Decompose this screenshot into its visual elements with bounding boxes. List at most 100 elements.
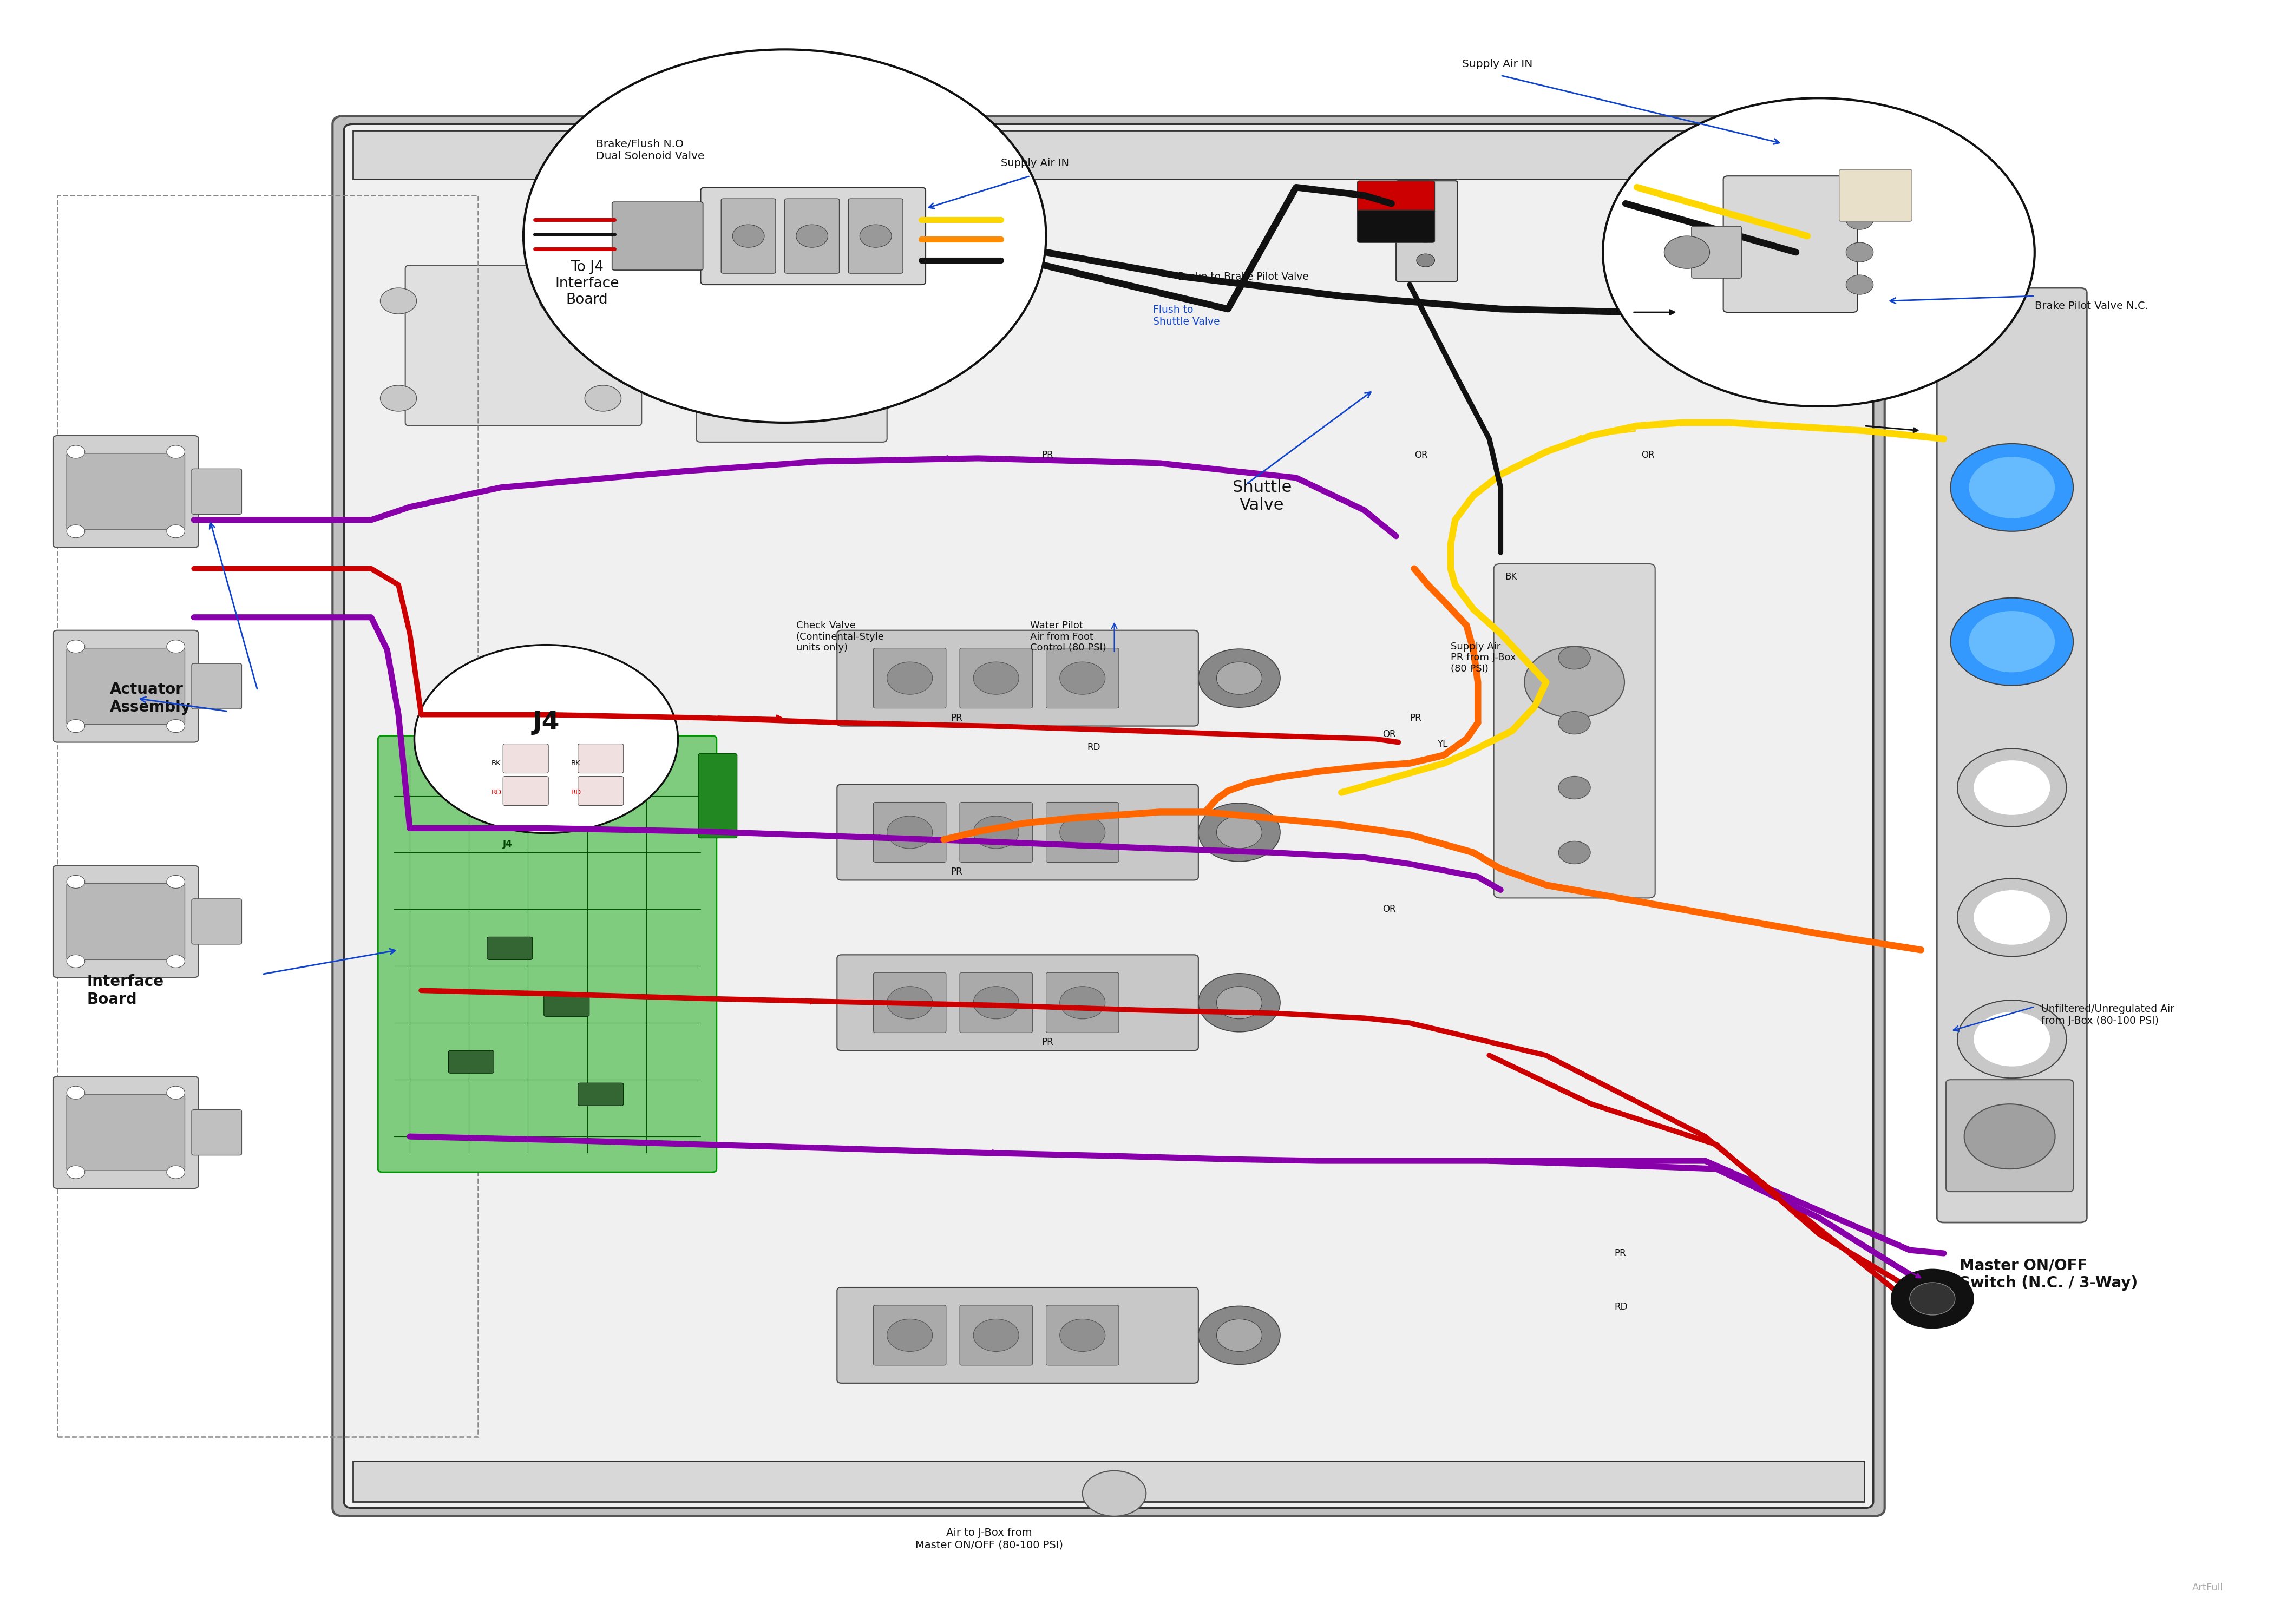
Text: Flush to
Shuttle Valve: Flush to Shuttle Valve	[1153, 304, 1219, 326]
Circle shape	[732, 224, 764, 247]
FancyBboxPatch shape	[1947, 1080, 2074, 1192]
Circle shape	[1603, 97, 2035, 406]
Text: RD: RD	[1615, 1302, 1628, 1312]
Text: BK: BK	[571, 760, 580, 767]
Circle shape	[1910, 1283, 1956, 1315]
FancyBboxPatch shape	[1358, 209, 1435, 242]
FancyBboxPatch shape	[837, 630, 1198, 726]
Text: OR: OR	[1383, 729, 1396, 739]
FancyBboxPatch shape	[503, 776, 548, 806]
Circle shape	[1417, 205, 1435, 218]
Circle shape	[1558, 646, 1590, 669]
Text: OR: OR	[1642, 450, 1655, 460]
Circle shape	[380, 287, 416, 313]
Text: Supply Air IN: Supply Air IN	[1001, 158, 1069, 169]
Bar	[57, 195, 478, 1437]
FancyBboxPatch shape	[612, 201, 703, 270]
Circle shape	[1060, 986, 1105, 1018]
Text: Supply Air IN: Supply Air IN	[1462, 58, 1533, 70]
FancyBboxPatch shape	[503, 744, 548, 773]
Circle shape	[1969, 611, 2056, 672]
FancyBboxPatch shape	[66, 883, 184, 960]
Circle shape	[1665, 235, 1710, 268]
FancyBboxPatch shape	[343, 123, 1874, 1509]
Circle shape	[166, 955, 184, 968]
Circle shape	[1974, 890, 2051, 945]
Text: PR: PR	[1410, 713, 1421, 723]
Circle shape	[1198, 804, 1280, 861]
Text: RD: RD	[491, 789, 503, 796]
Text: PR: PR	[951, 713, 962, 723]
Text: To J4
Interface
Board: To J4 Interface Board	[555, 260, 619, 307]
Text: Air to J-Box from
Master ON/OFF (80-100 PSI): Air to J-Box from Master ON/OFF (80-100 …	[916, 1528, 1064, 1549]
FancyBboxPatch shape	[960, 802, 1032, 862]
Text: ArtFull: ArtFull	[2192, 1583, 2224, 1593]
Circle shape	[1417, 229, 1435, 242]
Text: Brake/Flush N.O
Dual Solenoid Valve: Brake/Flush N.O Dual Solenoid Valve	[596, 140, 705, 161]
Text: PR: PR	[1041, 1038, 1053, 1047]
Circle shape	[1958, 749, 2067, 827]
Circle shape	[166, 525, 184, 538]
Circle shape	[887, 663, 932, 695]
FancyBboxPatch shape	[191, 469, 241, 515]
FancyBboxPatch shape	[52, 1077, 198, 1189]
FancyBboxPatch shape	[1396, 180, 1458, 281]
FancyBboxPatch shape	[191, 1109, 241, 1155]
Circle shape	[166, 445, 184, 458]
Circle shape	[1951, 443, 2074, 531]
FancyBboxPatch shape	[960, 1306, 1032, 1366]
FancyBboxPatch shape	[66, 453, 184, 529]
Bar	[352, 1462, 1865, 1502]
Circle shape	[1974, 1012, 2051, 1067]
FancyBboxPatch shape	[52, 630, 198, 742]
Circle shape	[887, 815, 932, 848]
FancyBboxPatch shape	[1358, 180, 1435, 213]
Circle shape	[66, 955, 84, 968]
FancyBboxPatch shape	[1724, 175, 1858, 312]
FancyBboxPatch shape	[873, 973, 946, 1033]
Circle shape	[66, 1166, 84, 1179]
Text: OR: OR	[1383, 905, 1396, 914]
Circle shape	[166, 875, 184, 888]
FancyBboxPatch shape	[578, 744, 623, 773]
Text: J4: J4	[532, 711, 559, 736]
Circle shape	[1846, 274, 1874, 294]
FancyBboxPatch shape	[1937, 287, 2088, 1223]
Text: RD: RD	[1087, 742, 1101, 752]
FancyBboxPatch shape	[1046, 973, 1119, 1033]
FancyBboxPatch shape	[1840, 169, 1912, 221]
Circle shape	[1558, 711, 1590, 734]
Circle shape	[973, 663, 1019, 695]
FancyBboxPatch shape	[332, 115, 1885, 1517]
Text: Unfiltered/Unregulated Air
from J-Box (80-100 PSI): Unfiltered/Unregulated Air from J-Box (8…	[2042, 1004, 2174, 1026]
FancyBboxPatch shape	[873, 648, 946, 708]
Circle shape	[1217, 815, 1262, 848]
Text: BK: BK	[491, 760, 500, 767]
Circle shape	[1951, 598, 2074, 685]
Circle shape	[1082, 1471, 1146, 1517]
Circle shape	[1217, 986, 1262, 1018]
FancyBboxPatch shape	[960, 648, 1032, 708]
Text: Supply Air
PR from J-Box
(80 PSI): Supply Air PR from J-Box (80 PSI)	[1451, 641, 1517, 674]
Text: YL: YL	[1437, 739, 1449, 749]
Circle shape	[1974, 760, 2051, 815]
Text: Brake Pilot Valve N.C.: Brake Pilot Valve N.C.	[2035, 300, 2149, 310]
Circle shape	[1558, 776, 1590, 799]
FancyBboxPatch shape	[848, 198, 903, 273]
Circle shape	[1198, 1306, 1280, 1364]
Circle shape	[66, 875, 84, 888]
Circle shape	[66, 525, 84, 538]
Circle shape	[66, 640, 84, 653]
Circle shape	[380, 385, 416, 411]
FancyBboxPatch shape	[696, 313, 887, 442]
FancyBboxPatch shape	[1046, 648, 1119, 708]
FancyBboxPatch shape	[543, 994, 589, 1017]
Bar	[352, 130, 1865, 179]
Circle shape	[1965, 1104, 2056, 1169]
Circle shape	[973, 986, 1019, 1018]
Circle shape	[1060, 663, 1105, 695]
FancyBboxPatch shape	[837, 1288, 1198, 1384]
FancyBboxPatch shape	[1494, 564, 1655, 898]
Circle shape	[1958, 879, 2067, 957]
Text: RD: RD	[571, 789, 582, 796]
